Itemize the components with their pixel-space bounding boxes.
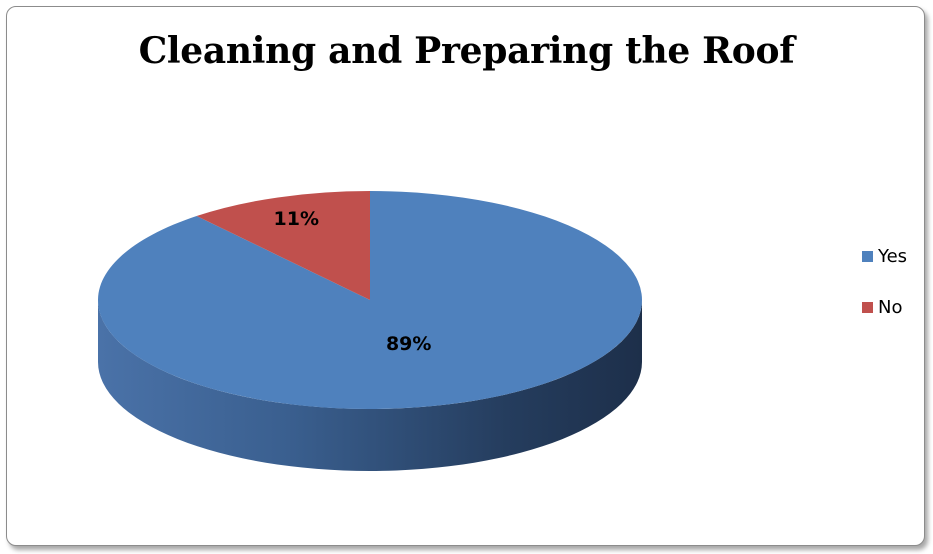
- legend-item-yes: Yes: [862, 245, 908, 267]
- chart-title: Cleaning and Preparing the Roof: [138, 30, 795, 72]
- data-label-no: 11%: [274, 208, 319, 230]
- pie-slice-no: [196, 191, 370, 300]
- legend: Yes No: [862, 246, 907, 348]
- pie-side-wall: [98, 300, 642, 471]
- legend-label-no: No: [878, 296, 903, 318]
- legend-swatch-yes: [862, 250, 873, 262]
- legend-item-no: No: [862, 296, 907, 318]
- legend-swatch-no: [862, 301, 873, 313]
- pie-slice-yes: [97, 191, 642, 410]
- legend-label-yes: Yes: [878, 245, 908, 267]
- data-label-yes: 89%: [386, 333, 431, 355]
